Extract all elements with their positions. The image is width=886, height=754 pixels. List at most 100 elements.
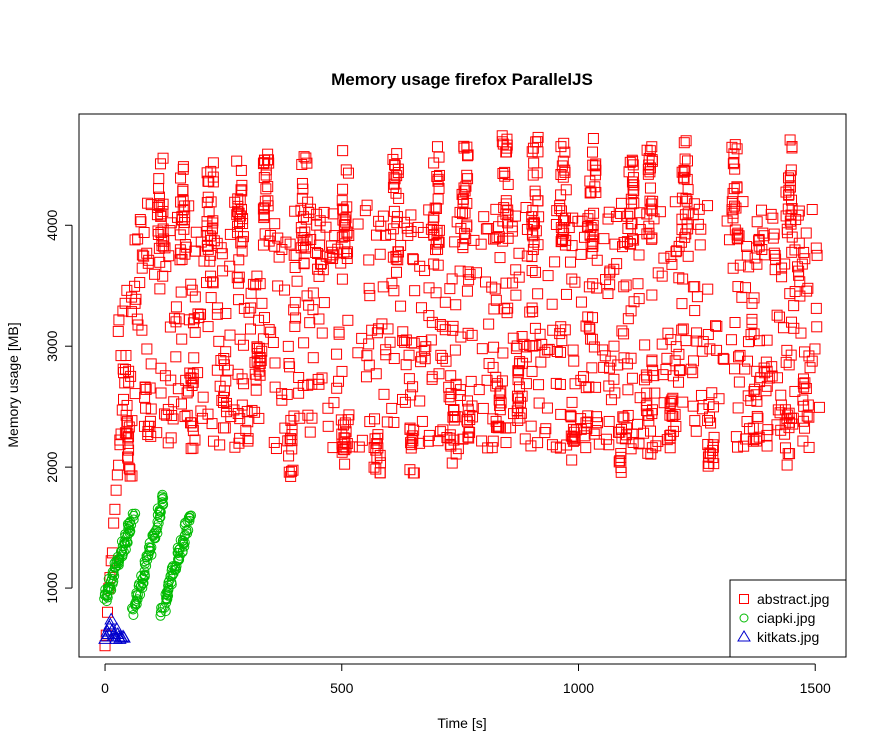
- data-point-abstract: [333, 326, 345, 338]
- data-point-abstract: [400, 359, 412, 371]
- data-point-abstract: [527, 169, 539, 181]
- data-point-abstract: [473, 384, 485, 396]
- data-point-abstract: [547, 324, 559, 336]
- data-point-abstract: [195, 308, 207, 320]
- data-point-abstract: [462, 395, 474, 407]
- data-point-abstract: [487, 435, 499, 447]
- data-point-ciapki: [121, 537, 132, 548]
- data-point-abstract: [218, 359, 230, 371]
- data-point-abstract: [702, 283, 714, 295]
- data-point-abstract: [516, 390, 528, 402]
- data-point-abstract: [259, 195, 271, 207]
- data-point-abstract: [539, 427, 551, 439]
- data-point-ciapki: [158, 499, 169, 510]
- data-point-abstract: [313, 313, 325, 325]
- data-point-abstract: [455, 331, 467, 343]
- data-point-abstract: [427, 221, 439, 233]
- data-point-ciapki: [152, 522, 163, 533]
- data-point-abstract: [783, 407, 795, 419]
- data-point-abstract: [108, 517, 120, 529]
- data-point-abstract: [386, 277, 398, 289]
- data-point-abstract: [785, 316, 797, 328]
- data-point-abstract: [654, 206, 666, 218]
- data-point-abstract: [460, 180, 472, 192]
- data-point-abstract: [784, 134, 796, 146]
- data-point-abstract: [185, 417, 197, 429]
- data-point-abstract: [154, 158, 166, 170]
- data-point-abstract: [175, 172, 187, 184]
- data-point-abstract: [134, 214, 146, 226]
- data-point-abstract: [216, 394, 228, 406]
- data-point-abstract: [232, 206, 244, 218]
- data-point-abstract: [555, 236, 567, 248]
- data-point-abstract: [431, 170, 443, 182]
- data-point-abstract: [284, 238, 296, 250]
- data-point-abstract: [745, 329, 757, 341]
- data-point-abstract: [499, 166, 511, 178]
- data-point-abstract: [463, 432, 475, 444]
- data-point-abstract: [279, 284, 291, 296]
- data-point-abstract: [337, 419, 349, 431]
- data-point-abstract: [768, 247, 780, 259]
- data-point-abstract: [317, 264, 329, 276]
- data-point-abstract: [497, 347, 509, 359]
- data-point-abstract: [632, 278, 644, 290]
- data-point-abstract: [646, 155, 658, 167]
- data-point-abstract: [446, 273, 458, 285]
- data-point-abstract: [262, 148, 274, 160]
- data-point-abstract: [364, 290, 376, 302]
- data-point-abstract: [450, 299, 462, 311]
- data-point-abstract: [676, 224, 688, 236]
- data-point-abstract: [477, 402, 489, 414]
- legend-label-1: ciapki.jpg: [757, 610, 815, 626]
- data-point-abstract: [707, 441, 719, 453]
- data-point-abstract: [792, 209, 804, 221]
- data-point-abstract: [734, 259, 746, 271]
- data-point-abstract: [679, 231, 691, 243]
- data-point-abstract: [296, 177, 308, 189]
- data-point-abstract: [232, 193, 244, 205]
- data-point-abstract: [371, 452, 383, 464]
- data-point-abstract: [526, 251, 538, 263]
- data-point-abstract: [445, 370, 457, 382]
- data-point-abstract: [267, 337, 279, 349]
- data-point-abstract: [377, 210, 389, 222]
- data-point-abstract: [433, 151, 445, 163]
- data-point-abstract: [149, 268, 161, 280]
- data-point-abstract: [353, 441, 365, 453]
- data-point-abstract: [234, 210, 246, 222]
- data-point-abstract: [677, 273, 689, 285]
- data-point-abstract: [615, 423, 627, 435]
- data-point-abstract: [390, 250, 402, 262]
- data-point-abstract: [580, 382, 592, 394]
- data-point-ciapki: [101, 596, 112, 607]
- data-point-abstract: [580, 417, 592, 429]
- data-point-abstract: [664, 432, 676, 444]
- data-point-abstract: [677, 171, 689, 183]
- data-point-abstract: [299, 226, 311, 238]
- data-point-abstract: [751, 410, 763, 422]
- data-point-abstract: [645, 203, 657, 215]
- data-point-abstract: [733, 230, 745, 242]
- data-point-abstract: [730, 202, 742, 214]
- y-axis-label: Memory usage [MB]: [5, 322, 21, 447]
- data-point-abstract: [775, 424, 787, 436]
- data-point-abstract: [739, 363, 751, 375]
- data-point-abstract: [621, 236, 633, 248]
- data-point-abstract: [408, 424, 420, 436]
- data-point-abstract: [628, 234, 640, 246]
- data-point-abstract: [703, 447, 715, 459]
- data-point-abstract: [333, 375, 345, 387]
- data-point-abstract: [327, 442, 339, 454]
- data-point-abstract: [768, 228, 780, 240]
- data-point-abstract: [662, 327, 674, 339]
- data-point-abstract: [178, 223, 190, 235]
- data-point-abstract: [253, 314, 265, 326]
- data-point-abstract: [181, 409, 193, 421]
- data-point-abstract: [633, 293, 645, 305]
- data-point-abstract: [290, 312, 302, 324]
- y-tick-label: 2000: [44, 451, 60, 482]
- data-point-abstract: [555, 408, 567, 420]
- data-point-abstract: [419, 265, 431, 277]
